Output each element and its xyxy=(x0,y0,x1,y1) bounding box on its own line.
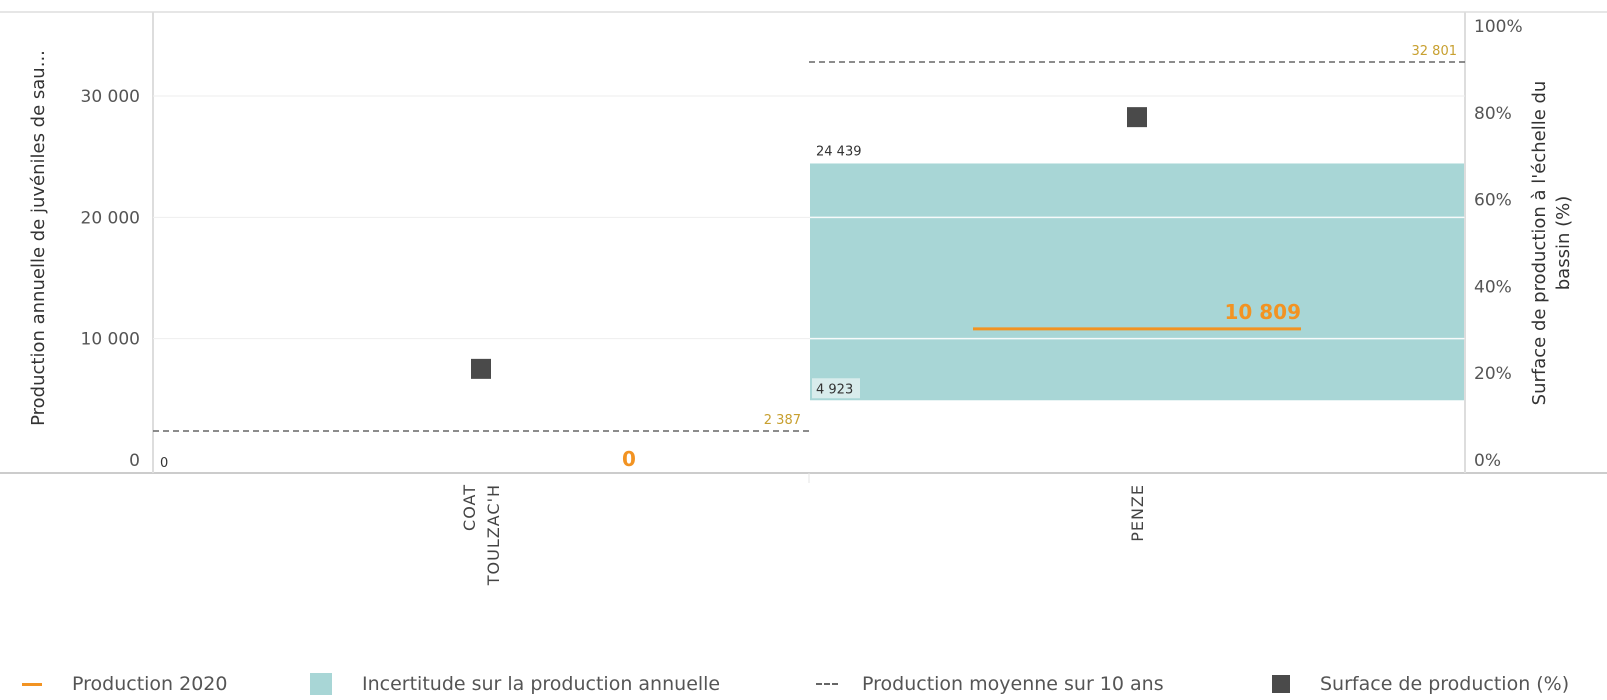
y-left-tick-label: 0 xyxy=(129,451,140,471)
y-right-tick-label: 20% xyxy=(1474,364,1512,384)
production-label: 10 809 xyxy=(1224,300,1301,324)
band-gridlines xyxy=(810,216,1464,340)
dark-square-icon xyxy=(1272,675,1290,693)
average-label: 32 801 xyxy=(1412,44,1458,59)
axes: 0 10 000 20 000 30 000 0% 20% 40% 60% 80% 100% Pro… xyxy=(28,17,1574,586)
category-label: PENZE xyxy=(1128,484,1147,542)
uncertainty-band xyxy=(810,163,1464,401)
data-labels: 0 4 923 24 439 2 387 32 801 0 10 809 xyxy=(160,44,1457,471)
y-left-tick-label: 10 000 xyxy=(81,330,140,350)
surface-markers xyxy=(471,107,1147,379)
y-right-axis-title-line: bassin (%) xyxy=(1553,196,1574,291)
y-left-axis-title: Production annuelle de juvéniles de sau.… xyxy=(28,50,49,426)
surface-marker xyxy=(471,358,491,379)
y-left-tick-label: 30 000 xyxy=(81,87,140,107)
y-right-axis-title: Surface de production à l'échelle du bass… xyxy=(1529,81,1574,406)
uncertainty-bands xyxy=(810,163,1464,401)
y-right-tick-label: 100% xyxy=(1474,17,1523,37)
legend-label: Surface de production (%) xyxy=(1320,673,1570,695)
band-low-label: 0 xyxy=(160,456,168,471)
y-right-tick-label: 80% xyxy=(1474,104,1512,124)
production-label: 0 xyxy=(622,447,636,471)
average-label: 2 387 xyxy=(764,413,801,428)
category-label: COAT TOULZAC'H xyxy=(460,484,503,586)
grid xyxy=(0,11,1607,483)
y-right-tick-label: 0% xyxy=(1474,451,1501,471)
band-low-label-bg xyxy=(812,378,860,399)
legend-item-average[interactable]: Production moyenne sur 10 ans xyxy=(816,668,1164,700)
legend-item-uncertainty[interactable]: Incertitude sur la production annuelle xyxy=(310,668,720,700)
legend-label: Production 2020 xyxy=(72,673,228,695)
y-right-axis-title-line: Surface de production à l'échelle du xyxy=(1529,81,1550,406)
surface-marker xyxy=(1127,107,1147,128)
y-right-tick-label: 60% xyxy=(1474,191,1512,211)
dashed-line-icon xyxy=(816,683,838,685)
legend-item-production-2020[interactable]: Production 2020 xyxy=(22,668,227,700)
chart: 0 10 000 20 000 30 000 0% 20% 40% 60% 80% 100% Pro… xyxy=(0,11,1607,586)
category-label-line: COAT xyxy=(460,484,479,531)
teal-box-icon xyxy=(310,673,332,695)
band-low-label: 4 923 xyxy=(816,382,853,397)
category-label-line: TOULZAC'H xyxy=(484,484,503,586)
y-left-tick-label: 20 000 xyxy=(81,208,140,228)
legend-label: Production moyenne sur 10 ans xyxy=(862,673,1164,695)
legend-label: Incertitude sur la production annuelle xyxy=(362,673,721,695)
legend: Production 2020 Incertitude sur la produ… xyxy=(0,668,1607,700)
orange-line-icon xyxy=(22,682,42,686)
category-label-line: PENZE xyxy=(1128,484,1147,542)
band-high-label: 24 439 xyxy=(816,144,862,159)
legend-item-surface[interactable]: Surface de production (%) xyxy=(1272,668,1569,700)
y-right-tick-label: 40% xyxy=(1474,277,1512,297)
